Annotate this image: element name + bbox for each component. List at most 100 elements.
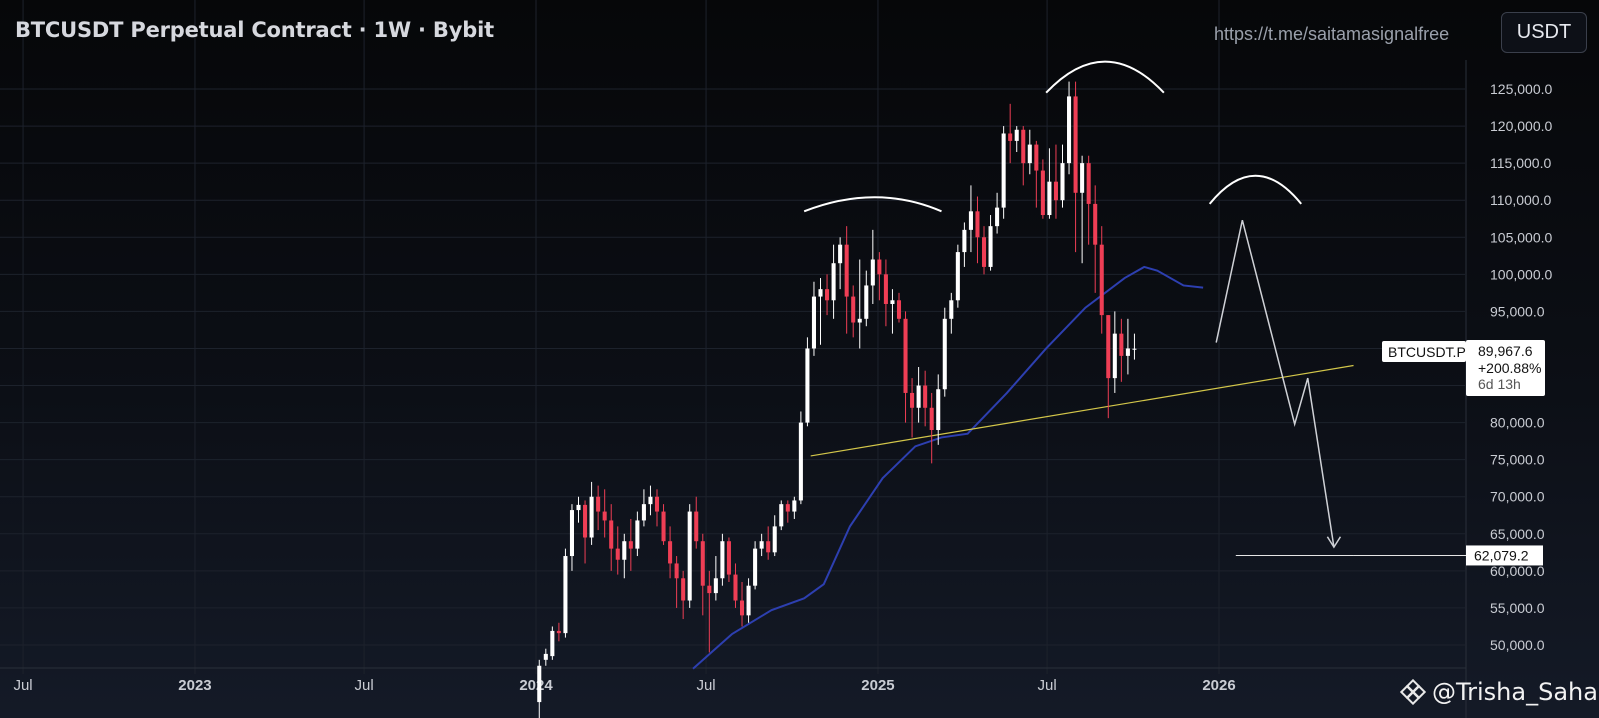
currency-button[interactable]: USDT (1501, 12, 1587, 53)
candle-body (1106, 315, 1111, 379)
candle-body (661, 511, 666, 542)
x-tick-label: Jul (354, 677, 373, 694)
candle-body (942, 318, 947, 390)
candle-body (910, 392, 915, 408)
pattern-arc (1045, 60, 1165, 94)
candle-body (759, 541, 764, 549)
candle-body (622, 541, 627, 560)
candle-body (883, 274, 888, 304)
candle-body (733, 574, 738, 601)
candle-body (955, 252, 960, 301)
candle-body (1001, 133, 1006, 208)
candle-body (968, 211, 973, 230)
candle-body (962, 229, 967, 253)
x-tick-label: 2024 (519, 677, 553, 694)
candle-body (811, 296, 816, 349)
price-label-box (1466, 340, 1545, 396)
candle-body (1027, 144, 1032, 164)
watermark-text: @Trisha_Saha (1432, 678, 1598, 706)
target-label-box (1466, 545, 1543, 566)
candle-body (785, 504, 790, 512)
candle-body (1093, 203, 1098, 245)
x-tick-label: 2023 (178, 677, 211, 694)
candle-body (602, 511, 607, 521)
candle-body (569, 510, 574, 557)
y-tick-label: 95,000.0 (1490, 303, 1545, 319)
y-tick-label: 55,000.0 (1490, 600, 1545, 616)
candle-body (916, 385, 921, 408)
candle-body (1014, 129, 1019, 141)
y-tick-label: 120,000.0 (1490, 118, 1552, 134)
candle-body (1073, 96, 1078, 193)
candle-body (739, 600, 745, 616)
candle-body (1053, 181, 1058, 201)
candle-body (864, 285, 869, 319)
candle-body (903, 318, 908, 393)
candle-body (805, 348, 810, 423)
candle-body (766, 541, 771, 553)
candle-body (1034, 144, 1039, 171)
x-tick-label: 2025 (861, 677, 894, 694)
candle-body (1080, 163, 1085, 193)
y-tick-label: 50,000.0 (1490, 637, 1545, 653)
telegram-link[interactable]: https://t.me/saitamasignalfree (1214, 24, 1450, 44)
candle-body (798, 422, 803, 501)
candle-body (844, 244, 849, 297)
candle-body (1021, 129, 1026, 164)
candle-body (772, 526, 777, 553)
price-label: 89,967.6 (1478, 343, 1533, 359)
candle-body (929, 407, 934, 431)
candle-body (1099, 244, 1104, 316)
candle-body (563, 556, 568, 634)
candle-body (779, 504, 784, 527)
y-tick-label: 60,000.0 (1490, 563, 1545, 579)
candle-body (537, 665, 542, 703)
projection-path (1215, 220, 1335, 548)
countdown-label: 6d 13h (1478, 376, 1521, 392)
candle-body (753, 548, 758, 586)
candle-body (596, 496, 601, 512)
candle-body (1040, 170, 1045, 216)
y-tick-label: 105,000.0 (1490, 229, 1552, 245)
candle-body (1060, 163, 1065, 201)
moving-average-line (692, 265, 1204, 670)
candle-body (550, 630, 555, 657)
candle-body (694, 511, 699, 542)
candle-body (890, 300, 895, 304)
watermark: @Trisha_Saha (1400, 678, 1598, 706)
candle-body (687, 511, 692, 601)
candle-body (1086, 163, 1091, 204)
candle-body (746, 585, 751, 616)
candle-body (792, 500, 797, 512)
candle-body (556, 630, 561, 634)
candle-body (857, 318, 862, 323)
candle-body (851, 296, 856, 323)
pattern-arc (1208, 174, 1302, 205)
candle-body (641, 504, 646, 521)
candle-body (668, 541, 673, 564)
chart-title: BTCUSDT Perpetual Contract · 1W · Bybit (15, 18, 494, 42)
symbol-label-box (1382, 341, 1466, 362)
change-label: +200.88% (1478, 360, 1541, 376)
y-tick-label: 100,000.0 (1490, 266, 1552, 282)
y-tick-label: 70,000.0 (1490, 489, 1545, 505)
y-tick-label: 65,000.0 (1490, 526, 1545, 542)
candle-body (726, 541, 731, 575)
candle-body (995, 207, 1000, 227)
candle-body (981, 237, 987, 267)
y-tick-label: 125,000.0 (1490, 81, 1552, 97)
candle-body (1047, 181, 1052, 216)
x-tick-label: Jul (13, 677, 32, 694)
target-label: 62,079.2 (1474, 547, 1529, 563)
y-tick-label: 115,000.0 (1490, 155, 1551, 171)
candle-body (1067, 96, 1072, 164)
candle-body (1125, 348, 1130, 356)
candle-body (936, 389, 941, 431)
pattern-arc (803, 196, 942, 213)
candle-body (975, 211, 980, 238)
candle-body (576, 504, 581, 511)
candle-body (707, 585, 712, 594)
candle-body (615, 548, 620, 560)
candle-body (818, 289, 823, 297)
